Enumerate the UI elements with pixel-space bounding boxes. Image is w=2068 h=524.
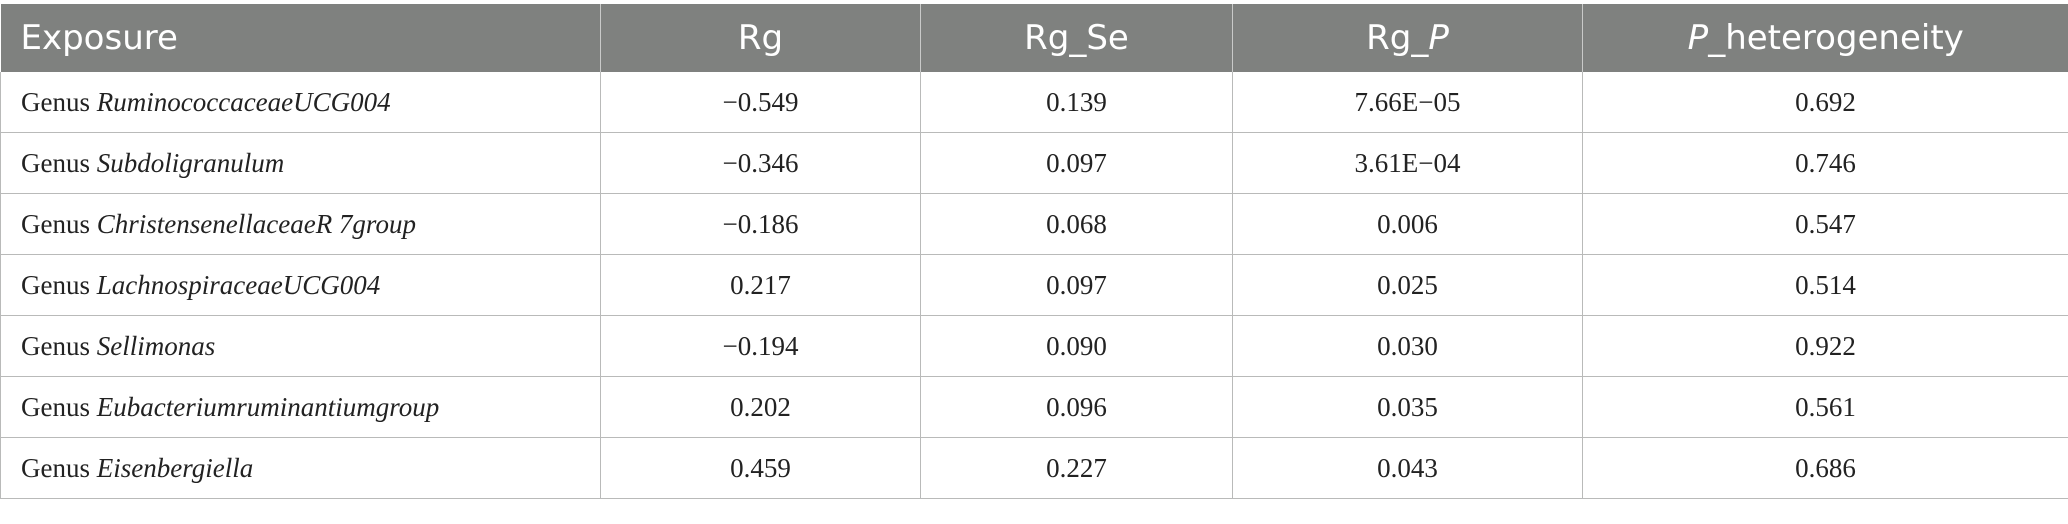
table-row: Genus ChristensenellaceaeR 7group −0.186 0… [0,193,2068,255]
results-table: Exposure Rg Rg_Se Rg_P P_heterogeneity G… [0,4,2068,499]
exposure-prefix: Genus [21,147,97,178]
cell-rg: 0.459 [600,437,921,499]
table-row: Genus Subdoligranulum −0.346 0.097 3.61E−04… [0,132,2068,194]
cell-rg-p: 0.043 [1232,437,1583,499]
cell-rg-se: 0.227 [920,437,1233,499]
table-row: Genus RuminococcaceaeUCG004 −0.549 0.139 7.… [0,72,2068,133]
exposure-prefix: Genus [21,208,97,239]
exposure-genus-name: LachnospiraceaeUCG004 [96,269,381,300]
cell-p-heterogeneity: 0.686 [1582,437,2068,499]
cell-p-heterogeneity: 0.922 [1582,315,2068,377]
header-p-het-italic: P [1687,18,1709,58]
table-header: Exposure Rg Rg_Se Rg_P P_heterogeneity [0,4,2068,72]
table-row: Genus LachnospiraceaeUCG004 0.217 0.097 0.0… [0,254,2068,316]
cell-rg: −0.549 [600,72,921,133]
header-rg-p-prefix: Rg_ [1366,18,1429,58]
table-row: Genus Sellimonas −0.194 0.090 0.030 0.922 [0,315,2068,377]
cell-exposure: Genus Eisenbergiella [0,437,601,499]
cell-exposure: Genus LachnospiraceaeUCG004 [0,254,601,316]
header-rg: Rg [600,4,921,72]
cell-rg-p: 3.61E−04 [1232,132,1583,194]
header-row: Exposure Rg Rg_Se Rg_P P_heterogeneity [0,4,2068,72]
cell-rg: −0.194 [600,315,921,377]
exposure-prefix: Genus [21,452,97,483]
cell-p-heterogeneity: 0.547 [1582,193,2068,255]
cell-rg: −0.186 [600,193,921,255]
exposure-prefix: Genus [21,330,97,361]
exposure-genus-name: ChristensenellaceaeR 7group [96,208,416,239]
results-table-container: Exposure Rg Rg_Se Rg_P P_heterogeneity G… [0,4,2068,499]
cell-rg-p: 0.006 [1232,193,1583,255]
cell-exposure: Genus RuminococcaceaeUCG004 [0,72,601,133]
cell-p-heterogeneity: 0.746 [1582,132,2068,194]
cell-rg-p: 0.030 [1232,315,1583,377]
cell-exposure: Genus ChristensenellaceaeR 7group [0,193,601,255]
exposure-prefix: Genus [21,391,97,422]
cell-rg-p: 0.025 [1232,254,1583,316]
header-rg-p: Rg_P [1232,4,1583,72]
exposure-genus-name: Eisenbergiella [96,452,254,483]
cell-rg-se: 0.090 [920,315,1233,377]
cell-exposure: Genus Sellimonas [0,315,601,377]
exposure-genus-name: Eubacteriumruminantiumgroup [96,391,440,422]
cell-p-heterogeneity: 0.514 [1582,254,2068,316]
cell-exposure: Genus Subdoligranulum [0,132,601,194]
cell-rg-p: 0.035 [1232,376,1583,438]
table-row: Genus Eisenbergiella 0.459 0.227 0.043 0.686 [0,437,2068,499]
exposure-prefix: Genus [21,269,97,300]
cell-rg-se: 0.097 [920,132,1233,194]
header-exposure: Exposure [0,4,601,72]
cell-rg-se: 0.097 [920,254,1233,316]
exposure-genus-name: Sellimonas [96,330,216,361]
cell-rg-se: 0.096 [920,376,1233,438]
header-p-het-suffix: _heterogeneity [1708,18,1964,58]
cell-rg: 0.202 [600,376,921,438]
cell-rg: −0.346 [600,132,921,194]
exposure-prefix: Genus [21,86,97,117]
cell-rg: 0.217 [600,254,921,316]
cell-p-heterogeneity: 0.692 [1582,72,2068,133]
cell-rg-p: 7.66E−05 [1232,72,1583,133]
exposure-genus-name: RuminococcaceaeUCG004 [96,86,391,117]
header-rg-se: Rg_Se [920,4,1233,72]
cell-rg-se: 0.139 [920,72,1233,133]
table-body: Genus RuminococcaceaeUCG004 −0.549 0.139 7.… [0,72,2068,499]
header-rg-p-italic: P [1428,18,1449,58]
header-p-heterogeneity: P_heterogeneity [1582,4,2068,72]
cell-exposure: Genus Eubacteriumruminantiumgroup [0,376,601,438]
exposure-genus-name: Subdoligranulum [96,147,285,178]
cell-p-heterogeneity: 0.561 [1582,376,2068,438]
table-row: Genus Eubacteriumruminantiumgroup 0.202 0.… [0,376,2068,438]
cell-rg-se: 0.068 [920,193,1233,255]
